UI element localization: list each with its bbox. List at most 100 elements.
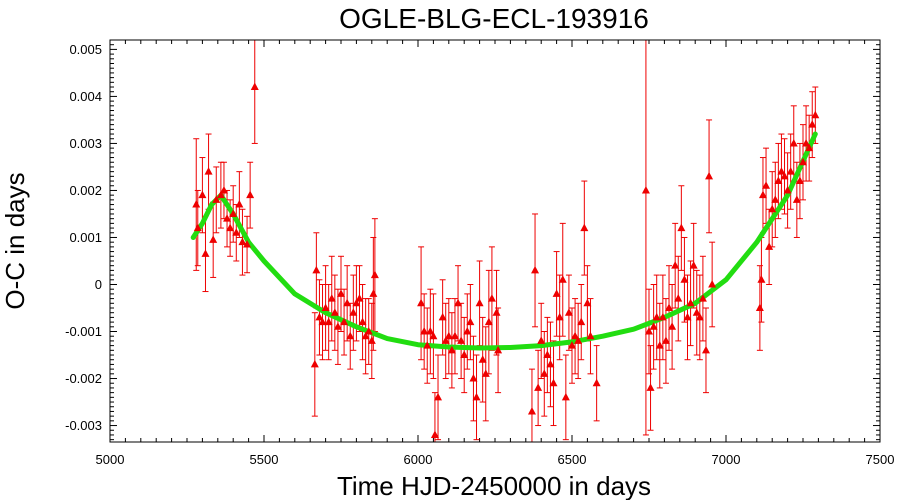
- data-point: [492, 308, 501, 316]
- data-point: [487, 294, 496, 302]
- data-point: [315, 312, 324, 321]
- data-point: [661, 336, 670, 344]
- data-point: [571, 331, 580, 340]
- data-point: [645, 327, 653, 335]
- data-point: [531, 265, 540, 274]
- data-point: [355, 294, 364, 302]
- data-point: [555, 312, 564, 321]
- data-point: [799, 157, 807, 166]
- data-point: [209, 235, 218, 243]
- x-tick-label: 7500: [866, 452, 895, 467]
- data-point: [568, 341, 576, 349]
- data-point: [469, 374, 478, 382]
- data-point: [447, 345, 456, 354]
- data-point: [540, 369, 549, 377]
- data-point: [463, 327, 472, 335]
- data-point: [340, 317, 349, 326]
- data-point: [343, 298, 352, 307]
- data-point: [805, 143, 814, 152]
- data-point: [434, 392, 443, 401]
- y-tick-label: -0.001: [65, 324, 102, 339]
- fit-curve: [190, 131, 818, 351]
- data-point: [641, 185, 650, 194]
- data-point: [216, 190, 225, 199]
- data-point: [352, 298, 361, 307]
- data-point: [792, 195, 801, 203]
- data-point: [762, 181, 771, 189]
- data-point: [193, 223, 202, 232]
- data-point: [337, 289, 345, 297]
- data-point: [689, 261, 698, 269]
- data-point: [583, 298, 592, 307]
- data-point: [527, 406, 536, 415]
- data-point: [552, 289, 561, 297]
- data-point: [574, 336, 583, 344]
- data-point: [367, 336, 376, 344]
- data-point: [223, 214, 232, 222]
- data-point: [671, 261, 680, 269]
- x-tick-label: 6500: [558, 452, 587, 467]
- data-point: [454, 298, 463, 307]
- axis-ticks: 5000 5500 6000 6500 7000 7500 -0.003 -0.002 -0.0…: [65, 40, 894, 467]
- data-point: [646, 383, 655, 391]
- data-point: [310, 359, 319, 368]
- data-point: [346, 331, 355, 340]
- y-tick-label: 0: [95, 277, 102, 292]
- data-point: [460, 350, 469, 359]
- x-tick-label: 5500: [250, 452, 279, 467]
- data-point: [771, 195, 780, 203]
- fit-curve-group: [190, 131, 818, 351]
- data-point: [561, 392, 570, 401]
- data-point: [564, 308, 573, 316]
- data-point: [537, 336, 546, 344]
- data-point: [250, 82, 259, 91]
- data-point: [426, 327, 435, 335]
- data-point: [361, 331, 370, 340]
- data-point: [472, 392, 481, 401]
- data-point: [777, 167, 786, 175]
- data-point: [450, 331, 459, 340]
- data-point: [438, 312, 447, 321]
- error-bars: [193, 40, 819, 442]
- data-point: [444, 331, 453, 340]
- data-point: [370, 270, 379, 279]
- data-point: [768, 204, 777, 213]
- y-tick-label: 0.003: [69, 136, 102, 151]
- data-point: [795, 176, 804, 185]
- y-tick-label: -0.002: [65, 371, 102, 386]
- data-point: [212, 195, 221, 203]
- data-point: [549, 378, 558, 387]
- data-point: [652, 312, 661, 321]
- data-point: [324, 317, 333, 326]
- data-point: [677, 223, 686, 232]
- data-point: [765, 242, 774, 250]
- chart-title: OGLE-BLG-ECL-193916: [339, 3, 649, 34]
- data-point: [198, 190, 207, 199]
- data-point: [655, 341, 664, 349]
- data-point: [683, 312, 692, 321]
- data-point: [658, 312, 667, 321]
- data-point: [369, 289, 378, 297]
- data-point: [423, 341, 432, 349]
- data-point: [232, 228, 241, 236]
- data-point: [494, 345, 503, 354]
- data-point: [698, 294, 707, 302]
- data-point: [783, 185, 792, 194]
- data-point: [708, 279, 717, 288]
- data-point: [774, 176, 783, 185]
- data-point: [457, 336, 466, 344]
- data-point: [312, 265, 321, 274]
- data-point: [238, 237, 247, 246]
- data-point: [649, 322, 658, 330]
- data-point: [802, 138, 811, 147]
- data-point: [577, 317, 586, 326]
- data-point: [481, 369, 490, 377]
- data-point: [243, 240, 252, 248]
- data-point: [417, 298, 426, 307]
- data-point: [586, 331, 595, 340]
- data-point: [758, 190, 767, 199]
- y-tick-label: -0.003: [65, 418, 102, 433]
- data-point: [330, 308, 339, 316]
- data-point: [466, 317, 475, 326]
- data-point: [757, 275, 766, 283]
